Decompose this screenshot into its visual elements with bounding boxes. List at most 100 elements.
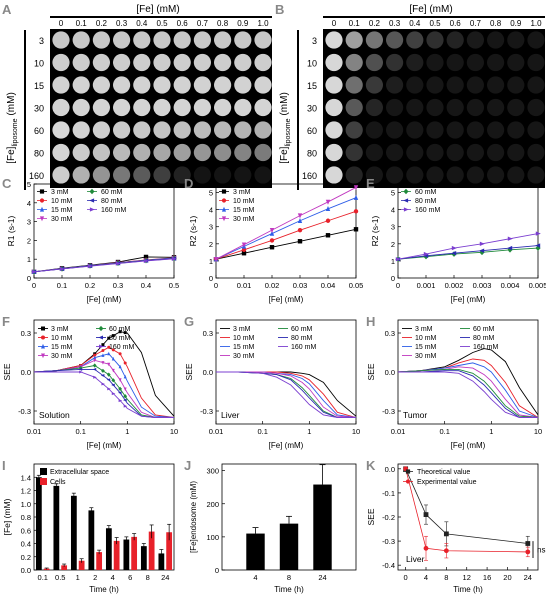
x-tick-label: 0.5 — [55, 573, 65, 582]
phantom-well — [92, 76, 110, 94]
bar — [166, 532, 173, 570]
plot-area — [31, 254, 177, 275]
legend-label: 15 mM — [233, 207, 255, 214]
legend: 3 mM 10 mM 15 mM 30 mM 60 mM 80 mM 160 mM — [402, 326, 498, 360]
phantom-well — [325, 76, 343, 94]
legend-label: Cells — [50, 479, 66, 486]
phantom-well — [52, 31, 70, 49]
legend-label: 80 mM — [291, 335, 313, 342]
legend-label: 3 mM — [233, 189, 251, 196]
phantom-well — [214, 98, 232, 117]
phantom-well — [113, 53, 131, 72]
legend-label: Theoretical value — [417, 469, 470, 476]
data-point — [107, 351, 111, 356]
series-line — [397, 233, 539, 260]
data-point — [107, 362, 111, 367]
phantom-well — [446, 31, 464, 49]
series-line — [397, 348, 539, 416]
y-tick-label: 1 — [209, 257, 213, 266]
data-point — [403, 188, 409, 195]
data-point — [213, 257, 219, 262]
data-point — [423, 251, 429, 257]
annotation: Liver — [221, 410, 240, 420]
x-tick-label: 0.4 — [141, 281, 151, 290]
x-tick-label: 24 — [524, 573, 532, 582]
phantom-well — [153, 76, 171, 94]
phantom-well — [386, 166, 404, 184]
y-tick-label: 1.4 — [21, 473, 31, 482]
legend-label: 60 mM — [101, 189, 123, 196]
phantom-well — [113, 166, 131, 184]
data-point — [111, 356, 115, 361]
phantom-well — [113, 76, 131, 94]
column-label: 0.4 — [136, 19, 148, 28]
data-point — [92, 363, 97, 368]
phantom-well — [446, 143, 464, 162]
phantom-well — [527, 98, 545, 117]
data-point — [111, 368, 115, 373]
phantom-well — [325, 53, 343, 72]
phantom-well — [113, 31, 131, 49]
phantom-well — [487, 31, 505, 49]
series-line — [405, 468, 528, 553]
series-line — [215, 197, 357, 260]
x-tick-label: 0 — [404, 573, 408, 582]
data-point — [221, 216, 227, 222]
y-tick-label: -0.2 — [382, 513, 395, 522]
y-tick-label: 2 — [209, 240, 213, 249]
data-point — [423, 545, 429, 551]
phantom-well — [193, 166, 211, 184]
phantom-well — [72, 121, 90, 139]
data-point — [405, 469, 411, 474]
phantom-well — [365, 121, 383, 139]
phantom-well — [487, 143, 505, 162]
x-tick-label: 12 — [463, 573, 471, 582]
legend-label: 3 mM — [51, 326, 69, 333]
phantom-well — [153, 143, 171, 162]
row-label: 30 — [34, 104, 44, 114]
phantom-well — [527, 76, 545, 94]
legend-label: 30 mM — [51, 353, 73, 360]
data-point — [297, 213, 303, 219]
column-label: 1.0 — [257, 19, 269, 28]
phantom-well — [365, 31, 383, 49]
data-point — [98, 325, 104, 332]
data-point — [118, 386, 123, 391]
data-point — [39, 206, 45, 212]
phantom-well — [426, 98, 444, 117]
phantom-well — [52, 143, 70, 162]
legend-label: 60 mM — [415, 189, 437, 196]
phantom-well — [153, 31, 171, 49]
panel-letter: H — [366, 314, 375, 329]
row-label: 160 — [302, 171, 317, 181]
phantom-well — [52, 166, 70, 184]
x-tick-label: 10 — [352, 427, 360, 436]
x-tick-label: 0.01 — [27, 427, 42, 436]
data-point — [451, 251, 457, 256]
phantom-well — [254, 53, 272, 72]
chart-C: C [Fe] (mM) 0 0.1 0.2 0.3 0.4 0.5 0 1 2 3 4 5 R1 (s-1)… — [2, 176, 179, 304]
data-point — [443, 548, 449, 554]
data-point — [353, 185, 359, 191]
phantom-well — [365, 53, 383, 72]
data-point — [221, 189, 227, 194]
phantom-well — [254, 98, 272, 117]
phantom-well — [214, 76, 232, 94]
phantom-well — [173, 143, 191, 162]
phantom-well — [365, 143, 383, 162]
data-point — [479, 249, 485, 256]
phantom-well — [345, 98, 363, 117]
phantom-well — [406, 31, 424, 49]
row-label: 15 — [307, 81, 317, 91]
phantom-well — [527, 53, 545, 72]
legend-label: 160 mM — [291, 344, 316, 351]
column-label: 0.7 — [197, 19, 209, 28]
data-point — [443, 531, 449, 537]
series-line — [216, 371, 357, 418]
panel-letter: B — [275, 2, 284, 17]
phantom-well — [507, 76, 525, 94]
legend-label: 30 mM — [415, 353, 437, 360]
legend-label: 3 mM — [51, 189, 69, 196]
data-point — [479, 241, 485, 247]
legend-label: 80 mM — [415, 198, 437, 205]
